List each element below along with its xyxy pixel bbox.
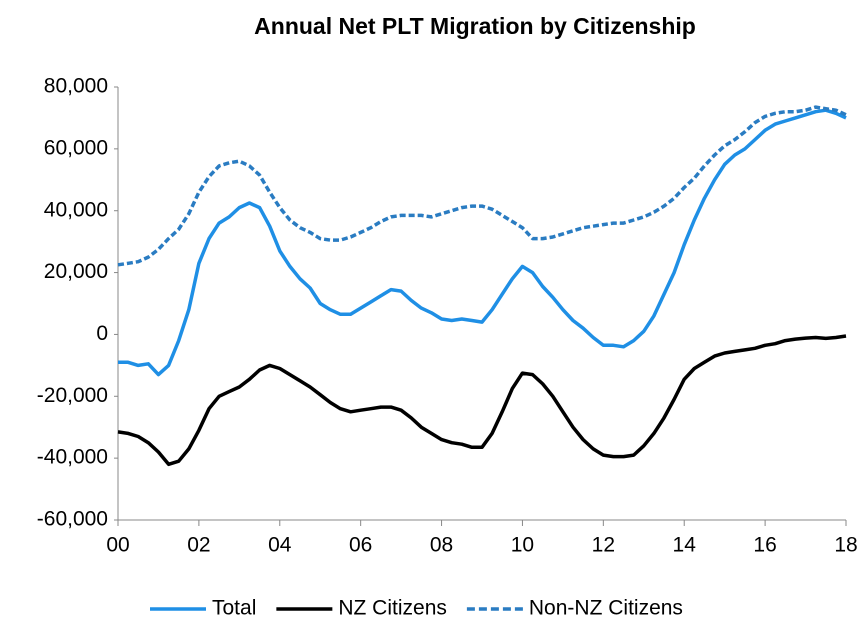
y-tick-label: 20,000 — [44, 260, 108, 283]
x-tick-label: 04 — [268, 534, 292, 557]
series-line — [118, 108, 847, 377]
y-tick-label: -40,000 — [37, 446, 108, 469]
series-line — [117, 105, 847, 267]
series-line — [117, 334, 847, 467]
legend-label: Total — [212, 597, 256, 620]
y-tick-label: 80,000 — [44, 75, 108, 98]
x-tick-label: 12 — [592, 534, 615, 557]
x-tick-label: 10 — [511, 534, 534, 557]
x-tick-label: 00 — [106, 534, 129, 557]
y-tick-label: -20,000 — [37, 384, 108, 407]
y-tick-label: 60,000 — [44, 136, 108, 159]
x-tick-label: 18 — [834, 534, 857, 557]
y-tick-label: -60,000 — [37, 508, 108, 531]
y-tick-label: 40,000 — [44, 198, 108, 221]
x-tick-label: 08 — [430, 534, 453, 557]
chart-title: Annual Net PLT Migration by Citizenship — [254, 13, 696, 39]
x-tick-label: 14 — [673, 534, 697, 557]
y-tick-label: 0 — [96, 322, 108, 345]
legend-label: NZ Citizens — [338, 597, 447, 620]
x-tick-label: 06 — [349, 534, 372, 557]
x-tick-label: 16 — [753, 534, 776, 557]
x-tick-label: 02 — [187, 534, 210, 557]
legend-label: Non-NZ Citizens — [529, 597, 683, 620]
